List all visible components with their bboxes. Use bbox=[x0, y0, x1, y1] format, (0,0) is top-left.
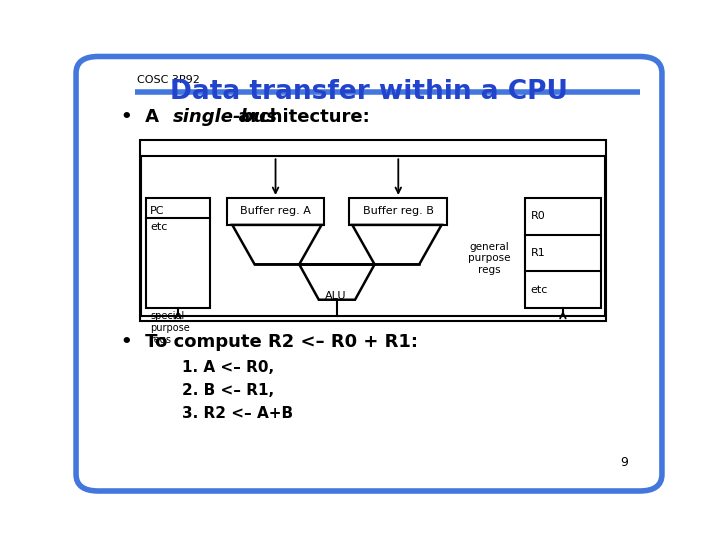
Text: etc: etc bbox=[531, 285, 548, 295]
Text: COSC 3P92: COSC 3P92 bbox=[138, 75, 200, 85]
FancyBboxPatch shape bbox=[140, 140, 606, 321]
Text: single-bus: single-bus bbox=[173, 109, 278, 126]
Text: Data transfer within a CPU: Data transfer within a CPU bbox=[170, 79, 568, 105]
Text: Buffer reg. A: Buffer reg. A bbox=[240, 206, 311, 217]
Text: •  A: • A bbox=[121, 109, 165, 126]
Text: 9: 9 bbox=[621, 456, 629, 469]
Text: Buffer reg. B: Buffer reg. B bbox=[363, 206, 433, 217]
FancyBboxPatch shape bbox=[227, 198, 324, 225]
Text: ALU: ALU bbox=[325, 292, 346, 301]
Text: special
purpose
regs: special purpose regs bbox=[150, 312, 190, 345]
Text: 1. A <– R0,: 1. A <– R0, bbox=[182, 360, 274, 375]
Text: general
purpose
regs: general purpose regs bbox=[468, 241, 510, 275]
Text: 2. B <– R1,: 2. B <– R1, bbox=[182, 383, 274, 398]
Text: architecture:: architecture: bbox=[233, 109, 370, 126]
Text: 3. R2 <– A+B: 3. R2 <– A+B bbox=[182, 406, 293, 421]
FancyBboxPatch shape bbox=[526, 198, 600, 308]
FancyBboxPatch shape bbox=[76, 57, 662, 491]
FancyBboxPatch shape bbox=[349, 198, 447, 225]
Text: •  To compute R2 <– R0 + R1:: • To compute R2 <– R0 + R1: bbox=[121, 333, 418, 351]
Text: etc: etc bbox=[150, 222, 168, 232]
FancyBboxPatch shape bbox=[145, 198, 210, 308]
Text: PC: PC bbox=[150, 206, 165, 215]
Text: R1: R1 bbox=[531, 248, 546, 258]
Text: R0: R0 bbox=[531, 211, 546, 221]
